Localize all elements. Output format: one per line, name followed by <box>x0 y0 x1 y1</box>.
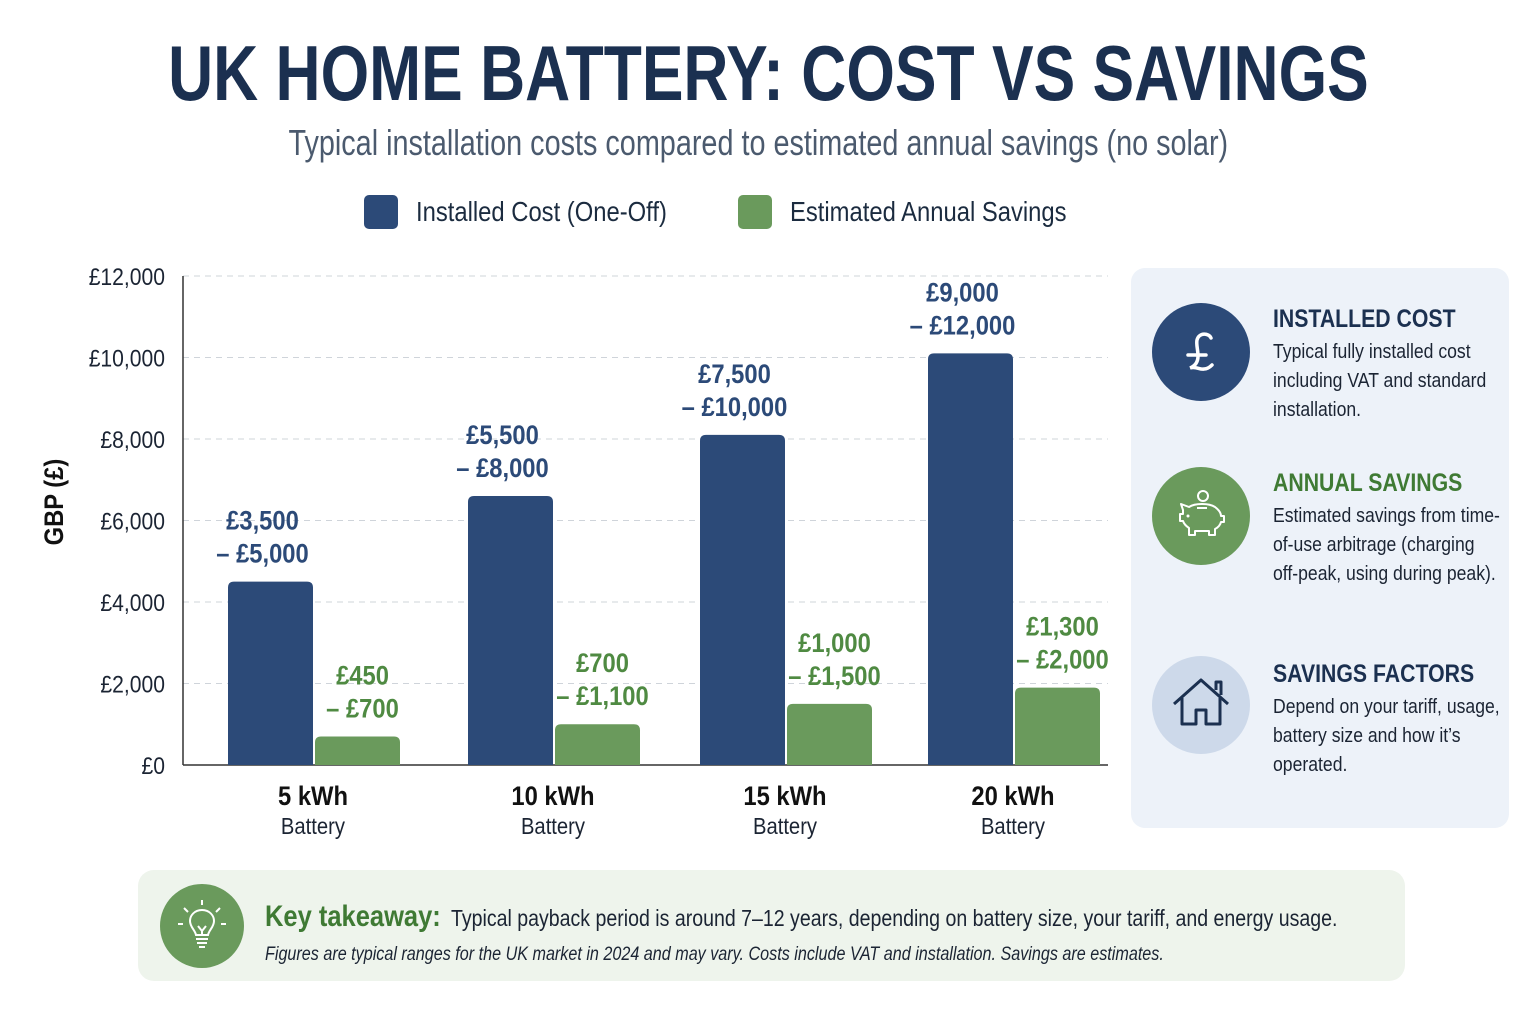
cost-data-label: £9,000 <box>926 278 999 308</box>
cost-data-label: £5,500 <box>466 421 539 451</box>
y-tick-label: £8,000 <box>100 427 165 454</box>
savings-data-label: £700 <box>576 649 629 679</box>
savings-data-label: £450 <box>336 661 389 691</box>
savings-data-label: £1,000 <box>798 629 871 659</box>
x-tick-sublabel: Battery <box>981 813 1045 840</box>
pound-icon <box>1152 303 1250 401</box>
cost-data-label: – £5,000 <box>216 539 308 569</box>
legend-swatch-cost <box>364 195 398 229</box>
x-tick-sublabel: Battery <box>521 813 585 840</box>
house-icon <box>1152 656 1250 754</box>
y-tick-label: £4,000 <box>100 590 165 617</box>
takeaway-note: Figures are typical ranges for the UK ma… <box>265 944 1164 965</box>
cost-bar <box>468 496 553 765</box>
cost-bar <box>228 581 313 765</box>
panel-heading-savings: ANNUAL SAVINGS <box>1273 469 1463 497</box>
cost-data-label: – £10,000 <box>682 393 788 423</box>
info-panel: INSTALLED COST Typical fully installed c… <box>1131 268 1509 828</box>
y-tick-label: £0 <box>142 753 165 780</box>
y-tick-label: £2,000 <box>100 671 165 698</box>
y-tick-label: £6,000 <box>100 508 165 535</box>
panel-text-factors: Depend on your tariff, usage, battery si… <box>1273 696 1500 776</box>
panel-heading-factors: SAVINGS FACTORS <box>1273 660 1475 688</box>
cost-bar <box>700 434 785 765</box>
savings-data-label: £1,300 <box>1026 612 1099 642</box>
savings-data-label: – £2,000 <box>1016 645 1108 675</box>
panel-heading-cost: INSTALLED COST <box>1273 305 1456 333</box>
savings-bar <box>555 724 640 765</box>
cost-bar <box>928 353 1013 765</box>
y-tick-label: £10,000 <box>89 345 165 372</box>
panel-text-savings: Estimated savings from time-of-use arbit… <box>1273 505 1500 585</box>
x-tick-label: 10 kWh <box>511 782 594 812</box>
x-tick-sublabel: Battery <box>753 813 817 840</box>
piggy-bank-icon <box>1152 467 1250 565</box>
x-tick-label: 20 kWh <box>971 782 1054 812</box>
legend: Installed Cost (One-Off) Estimated Annua… <box>0 195 1536 235</box>
panel-text-cost: Typical fully installed cost including V… <box>1273 341 1487 421</box>
savings-bar <box>1015 687 1100 765</box>
savings-data-label: – £1,500 <box>788 662 880 692</box>
takeaway-message: Typical payback period is around 7–12 ye… <box>450 905 1338 931</box>
cost-data-label: – £8,000 <box>456 454 548 484</box>
cost-data-label: – £12,000 <box>910 311 1016 341</box>
savings-data-label: – £700 <box>326 694 399 724</box>
y-tick-label: £12,000 <box>89 264 165 291</box>
x-tick-sublabel: Battery <box>281 813 345 840</box>
cost-data-label: £7,500 <box>698 360 771 390</box>
lightbulb-icon <box>160 884 244 968</box>
legend-swatch-savings <box>738 195 772 229</box>
legend-item-savings: Estimated Annual Savings <box>738 195 1115 229</box>
legend-item-cost: Installed Cost (One-Off) <box>364 195 711 229</box>
chart-title: UK HOME BATTERY: COST VS SAVINGS <box>167 29 1369 117</box>
cost-data-label: £3,500 <box>226 506 299 536</box>
savings-bar <box>315 736 400 765</box>
savings-data-label: – £1,100 <box>556 682 648 712</box>
savings-bar <box>787 703 872 765</box>
key-takeaway-box: Key takeaway: Typical payback period is a… <box>138 870 1405 981</box>
x-tick-label: 15 kWh <box>743 782 826 812</box>
chart-subtitle: Typical installation costs compared to e… <box>288 122 1228 163</box>
x-tick-label: 5 kWh <box>278 782 348 812</box>
y-axis-label: GBP (£) <box>40 459 70 546</box>
takeaway-label: Key takeaway: <box>265 900 441 933</box>
